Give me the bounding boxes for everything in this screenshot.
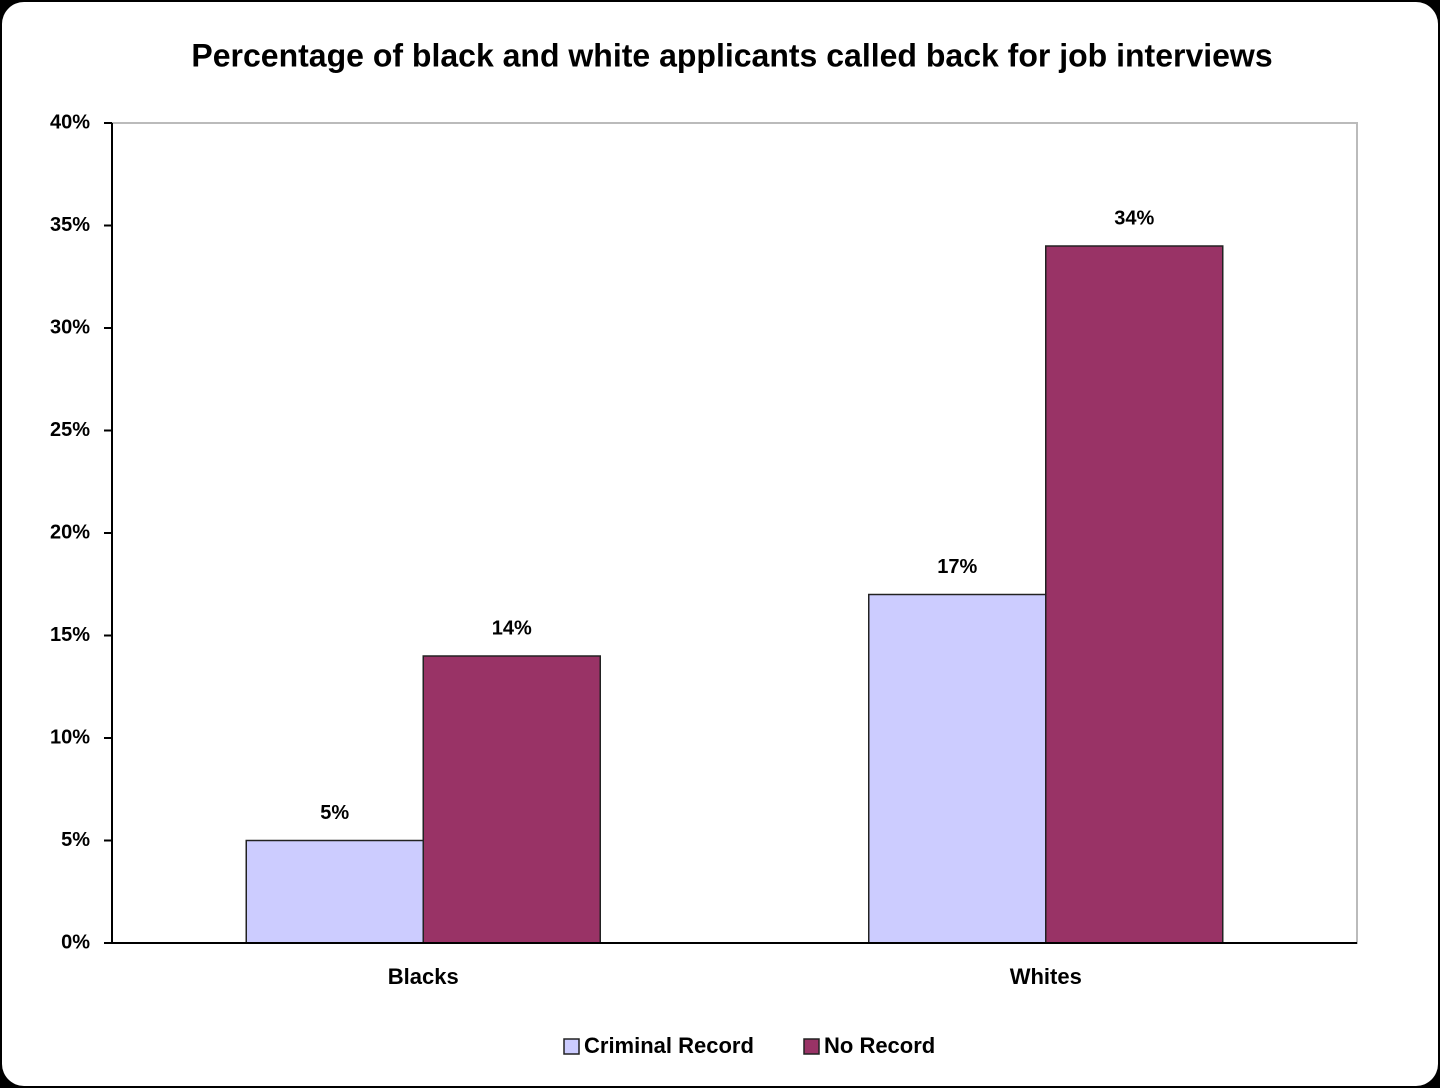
y-tick-label: 20%: [50, 521, 90, 543]
y-tick-label: 35%: [50, 214, 90, 236]
value-label: 14%: [492, 617, 532, 639]
y-tick-label: 25%: [50, 419, 90, 441]
y-tick-label: 30%: [50, 316, 90, 338]
y-tick-label: 40%: [50, 111, 90, 133]
y-tick-label: 5%: [61, 829, 90, 851]
y-tick-label: 0%: [61, 931, 90, 953]
x-tick-label: Blacks: [388, 964, 459, 989]
x-tick-label: Whites: [1010, 964, 1082, 989]
bar: [245, 839, 424, 944]
bar: [1045, 245, 1224, 944]
y-tick-label: 10%: [50, 726, 90, 748]
chart-title: Percentage of black and white applicants…: [191, 37, 1272, 73]
legend-swatch: [803, 1038, 820, 1055]
legend-label: Criminal Record: [584, 1033, 754, 1058]
y-tick-label: 15%: [50, 624, 90, 646]
bar: [868, 593, 1047, 944]
bar: [422, 655, 601, 944]
legend-label: No Record: [824, 1033, 935, 1058]
legend-swatch: [563, 1038, 580, 1055]
value-label: 17%: [937, 556, 977, 578]
value-label: 34%: [1114, 207, 1154, 229]
value-label: 5%: [320, 802, 349, 824]
